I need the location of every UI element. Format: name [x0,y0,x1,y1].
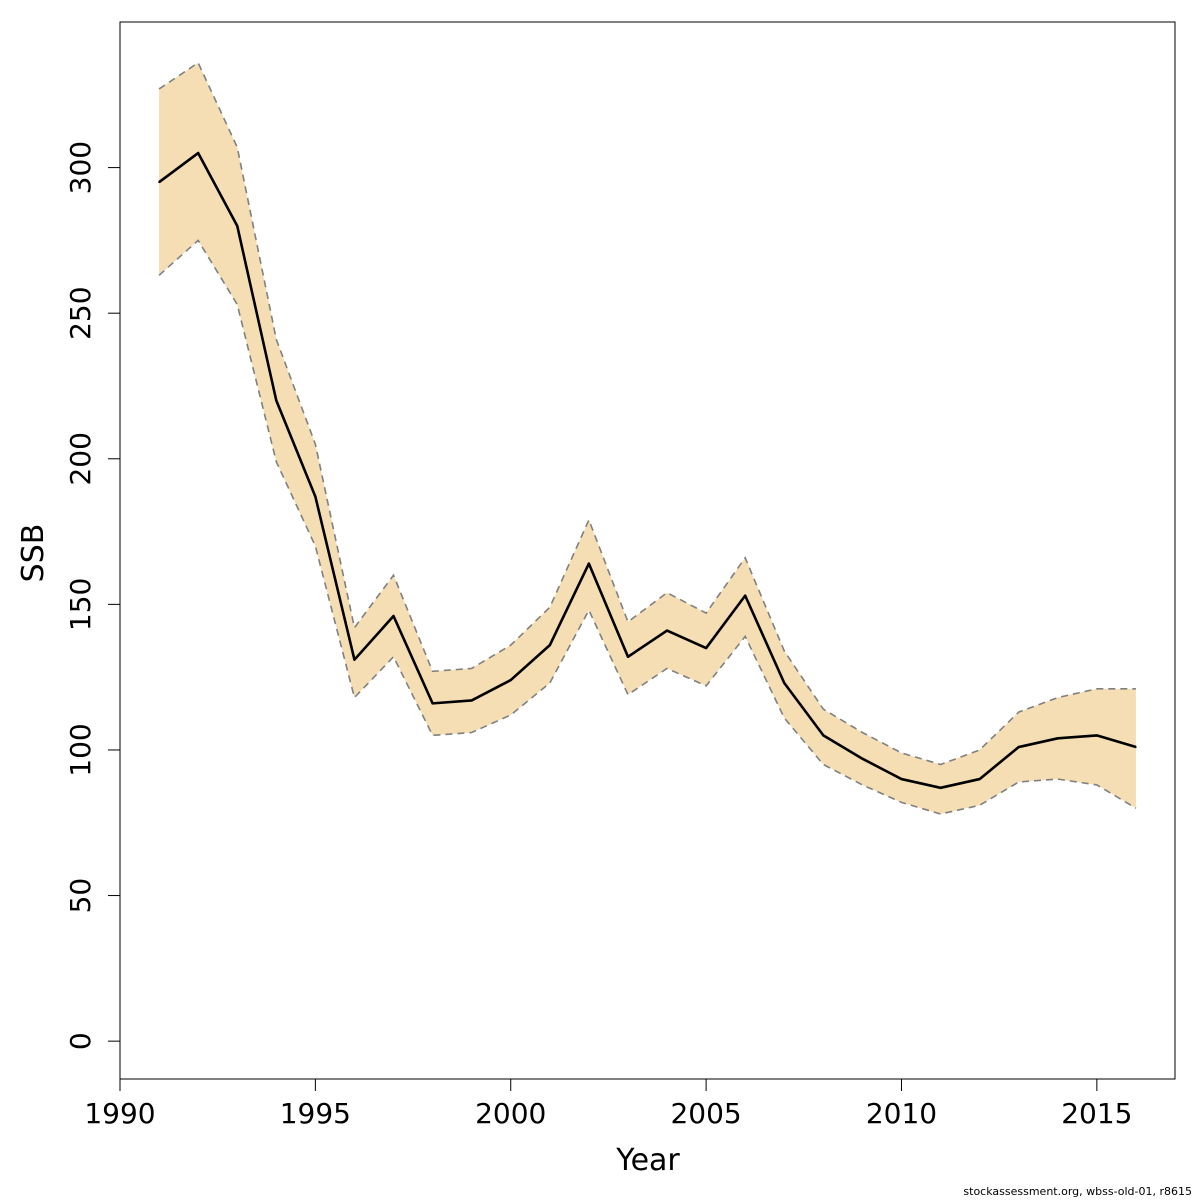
ssb-point [900,778,903,780]
ssb-point [939,787,942,789]
ssb-point [705,647,707,649]
ssb-point [236,225,239,227]
y-tick-label: 50 [64,878,97,914]
ssb-point [1017,746,1020,748]
ssb-point [861,757,864,760]
x-axis: 1990 1995 2000 2005 2010 2015 [84,1078,1132,1130]
lower-bound-line [158,239,1137,815]
ssb-point [1135,746,1137,748]
y-axis-title: SSB [16,524,51,583]
y-tick-label: 0 [64,1032,97,1050]
confidence-band-area [159,62,1136,815]
x-tick-label: 2015 [1061,1097,1132,1130]
ssb-point [783,682,786,684]
confidence-bounds [158,61,1137,815]
y-tick-label: 250 [64,286,97,339]
ssb-point [1056,737,1059,740]
ssb-point [275,399,278,402]
ssb-point [158,181,160,183]
y-tick-label: 300 [64,141,97,194]
ssb-point [392,615,395,617]
ssb-point [353,658,356,661]
x-tick-label: 2000 [475,1097,546,1130]
ssb-point [549,644,551,646]
ssb-point [666,629,668,632]
ssb-point [470,699,473,702]
plot-frame [119,21,1176,1080]
ssb-point [744,594,746,597]
upper-bound-line [158,61,1136,766]
x-tick-label: 1995 [280,1097,351,1130]
estimate-line [158,151,1137,790]
ssb-point [822,734,825,737]
ssb-point [1096,734,1098,737]
ssb-point [314,495,317,498]
y-tick-label: 200 [64,432,97,485]
footer-credit: stockassessment.org, wbss-old-01, r8615 [963,1185,1192,1198]
y-tick-label: 100 [64,723,97,776]
x-tick-label: 2010 [866,1097,937,1130]
confidence-band [159,62,1136,815]
ssb-line [158,151,1137,790]
ssb-point [431,702,434,705]
ssb-point [509,679,512,681]
y-tick-label: 150 [64,578,97,631]
ssb-point [627,655,629,658]
x-axis-title: Year [615,1143,680,1178]
ssb-point [588,562,590,565]
y-axis: 0 50 100 150 200 250 300 [64,141,121,1050]
ssb-point [197,152,199,154]
x-tick-label: 2005 [670,1097,741,1130]
ssb-point [978,778,981,780]
x-tick-label: 1990 [84,1097,155,1130]
